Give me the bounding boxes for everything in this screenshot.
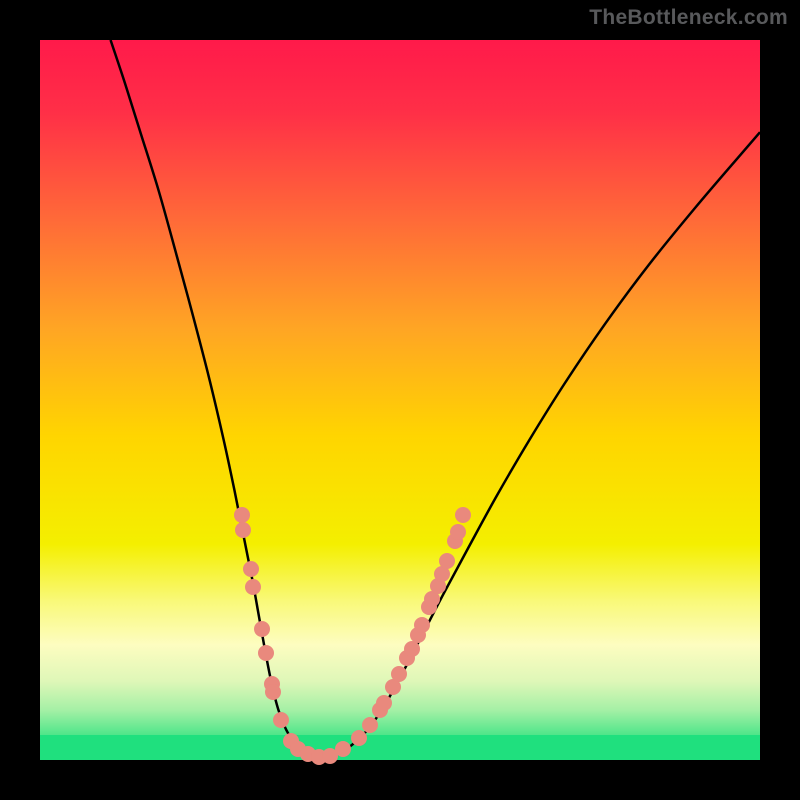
markers-layer [40, 40, 760, 760]
data-marker [404, 641, 420, 657]
data-marker [450, 524, 466, 540]
data-marker [362, 717, 378, 733]
watermark-label: TheBottleneck.com [589, 6, 788, 30]
data-marker [254, 621, 270, 637]
data-marker [273, 712, 289, 728]
data-marker [414, 617, 430, 633]
plot-area [40, 40, 760, 760]
data-marker [439, 553, 455, 569]
data-marker [265, 684, 281, 700]
data-marker [245, 579, 261, 595]
data-marker [351, 730, 367, 746]
data-marker [391, 666, 407, 682]
data-marker [235, 522, 251, 538]
data-marker [258, 645, 274, 661]
data-marker [243, 561, 259, 577]
chart-canvas: TheBottleneck.com [0, 0, 800, 800]
data-marker [376, 695, 392, 711]
data-marker [455, 507, 471, 523]
data-marker [335, 741, 351, 757]
